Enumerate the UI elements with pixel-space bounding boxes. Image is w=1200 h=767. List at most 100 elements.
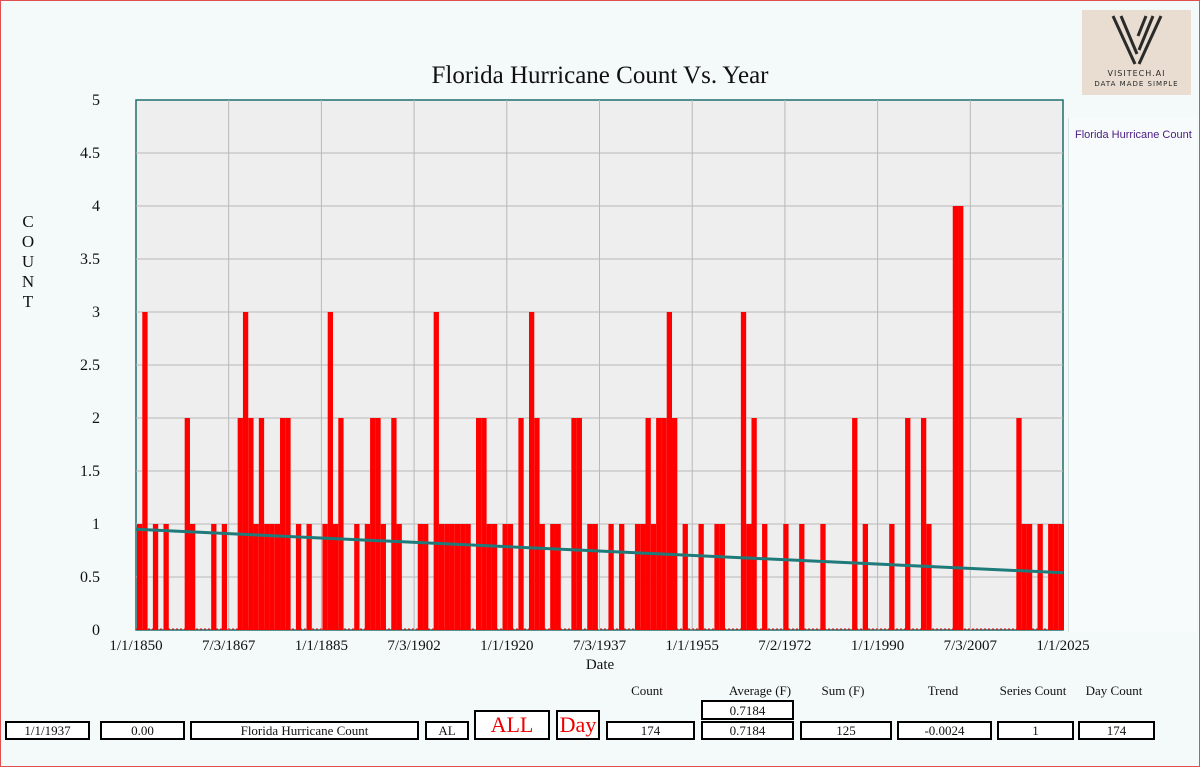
bar[interactable]: [661, 418, 667, 630]
bar[interactable]: [682, 524, 688, 630]
bar[interactable]: [211, 524, 217, 630]
bar[interactable]: [746, 524, 752, 630]
bar[interactable]: [332, 524, 339, 630]
bar[interactable]: [1026, 524, 1033, 630]
bar[interactable]: [852, 418, 858, 630]
bar[interactable]: [280, 418, 286, 630]
bar[interactable]: [491, 524, 498, 630]
bar[interactable]: [396, 524, 402, 630]
bar[interactable]: [380, 524, 386, 630]
bar[interactable]: [274, 524, 281, 630]
bar[interactable]: [534, 418, 540, 630]
legend-entry-florida-hurricane-count[interactable]: Florida Hurricane Count: [1075, 129, 1192, 141]
bar[interactable]: [481, 418, 487, 630]
bar[interactable]: [920, 418, 927, 630]
bar[interactable]: [152, 524, 159, 630]
bar[interactable]: [576, 418, 582, 630]
bar[interactable]: [820, 524, 826, 630]
bar[interactable]: [905, 418, 911, 630]
bar[interactable]: [306, 524, 312, 630]
bar[interactable]: [799, 524, 805, 630]
bar[interactable]: [253, 524, 259, 630]
bar[interactable]: [587, 524, 593, 630]
bar[interactable]: [528, 312, 535, 630]
bar[interactable]: [571, 418, 577, 630]
bar[interactable]: [650, 524, 657, 630]
bar[interactable]: [672, 418, 678, 630]
bar[interactable]: [502, 524, 508, 630]
bar[interactable]: [1021, 524, 1027, 630]
bar[interactable]: [783, 524, 789, 630]
bar[interactable]: [762, 524, 768, 630]
bar[interactable]: [391, 418, 397, 630]
bar[interactable]: [751, 418, 757, 630]
bar[interactable]: [258, 418, 265, 630]
bar[interactable]: [518, 418, 524, 630]
bar[interactable]: [608, 524, 614, 630]
bar[interactable]: [714, 524, 720, 630]
bar[interactable]: [322, 524, 328, 630]
bar[interactable]: [619, 524, 625, 630]
bar[interactable]: [640, 524, 646, 630]
bar[interactable]: [952, 206, 959, 630]
bar[interactable]: [645, 418, 651, 630]
bar[interactable]: [889, 524, 895, 630]
bar[interactable]: [958, 206, 964, 630]
bar[interactable]: [248, 418, 254, 630]
series-select[interactable]: Florida Hurricane Count: [190, 721, 419, 740]
bar[interactable]: [1016, 418, 1022, 630]
bar[interactable]: [550, 524, 556, 630]
bar[interactable]: [370, 418, 376, 630]
bar[interactable]: [433, 312, 439, 630]
bar[interactable]: [449, 524, 455, 630]
bar[interactable]: [444, 524, 450, 630]
bar[interactable]: [592, 524, 598, 630]
bar[interactable]: [327, 312, 333, 630]
bar[interactable]: [423, 524, 429, 630]
bar[interactable]: [1058, 524, 1064, 630]
bar[interactable]: [460, 524, 466, 630]
bar[interactable]: [1048, 524, 1054, 630]
bar[interactable]: [438, 524, 445, 630]
bar[interactable]: [555, 524, 561, 630]
bar[interactable]: [634, 524, 641, 630]
bar[interactable]: [1037, 524, 1043, 630]
bar[interactable]: [142, 312, 148, 630]
region-select[interactable]: AL: [425, 721, 469, 740]
bar[interactable]: [237, 418, 243, 630]
bar[interactable]: [862, 524, 869, 630]
bar[interactable]: [740, 312, 747, 630]
bar[interactable]: [221, 524, 228, 630]
bar[interactable]: [926, 524, 932, 630]
bar[interactable]: [417, 524, 424, 630]
bar[interactable]: [1053, 524, 1059, 630]
bar[interactable]: [184, 418, 190, 630]
bar[interactable]: [137, 524, 143, 630]
bar[interactable]: [338, 418, 344, 630]
bar[interactable]: [163, 524, 169, 630]
bar[interactable]: [656, 418, 662, 630]
bar[interactable]: [698, 524, 704, 630]
bar[interactable]: [454, 524, 461, 630]
bar[interactable]: [364, 524, 371, 630]
bar[interactable]: [465, 524, 471, 630]
bar[interactable]: [375, 418, 381, 630]
bar[interactable]: [486, 524, 492, 630]
bar[interactable]: [189, 524, 196, 630]
bar[interactable]: [666, 312, 673, 630]
value-field[interactable]: 0.00: [100, 721, 185, 740]
bar[interactable]: [269, 524, 275, 630]
bar[interactable]: [476, 418, 482, 630]
bar[interactable]: [719, 524, 725, 630]
bar[interactable]: [285, 418, 291, 630]
day-period-button[interactable]: Day: [556, 710, 600, 740]
bar[interactable]: [295, 524, 302, 630]
date-field[interactable]: 1/1/1937: [5, 721, 90, 740]
bar[interactable]: [242, 312, 249, 630]
bar[interactable]: [507, 524, 514, 630]
bar[interactable]: [354, 524, 360, 630]
bar[interactable]: [264, 524, 270, 630]
x-tick-label: 1/1/1920: [480, 638, 533, 654]
bar[interactable]: [539, 524, 545, 630]
all-range-button[interactable]: ALL: [474, 710, 550, 740]
